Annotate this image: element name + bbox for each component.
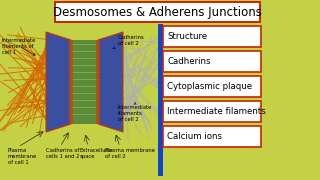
Text: Plasma membrane
of cell 2: Plasma membrane of cell 2 xyxy=(105,148,155,159)
Bar xyxy=(96,40,100,124)
Bar xyxy=(71,40,98,124)
Text: Extracellular
space: Extracellular space xyxy=(80,148,114,159)
Bar xyxy=(55,2,260,22)
Polygon shape xyxy=(98,32,123,132)
Text: Intermediate
filaments
of cell 2: Intermediate filaments of cell 2 xyxy=(118,102,152,122)
Bar xyxy=(163,126,261,147)
Bar xyxy=(158,24,163,176)
Text: Intermediate
filaments of
cell 1: Intermediate filaments of cell 1 xyxy=(2,38,36,55)
Bar xyxy=(163,51,261,72)
Text: Desmosomes & Adherens Junctions: Desmosomes & Adherens Junctions xyxy=(53,6,262,19)
Text: Cytoplasmic plaque: Cytoplasmic plaque xyxy=(167,82,252,91)
Text: Cadherins
of cell 2: Cadherins of cell 2 xyxy=(113,35,145,49)
Text: Plasma
membrane
of cell 1: Plasma membrane of cell 1 xyxy=(8,148,37,165)
Bar xyxy=(163,26,261,47)
Text: Intermediate filaments: Intermediate filaments xyxy=(167,107,266,116)
Text: Cadherins: Cadherins xyxy=(167,57,211,66)
Polygon shape xyxy=(46,32,71,132)
Text: Calcium ions: Calcium ions xyxy=(167,132,222,141)
Text: Cadherins of
cells 1 and 2: Cadherins of cells 1 and 2 xyxy=(46,148,79,159)
Bar xyxy=(163,101,261,122)
Bar xyxy=(69,40,73,124)
Bar xyxy=(163,76,261,97)
Text: Structure: Structure xyxy=(167,32,207,41)
